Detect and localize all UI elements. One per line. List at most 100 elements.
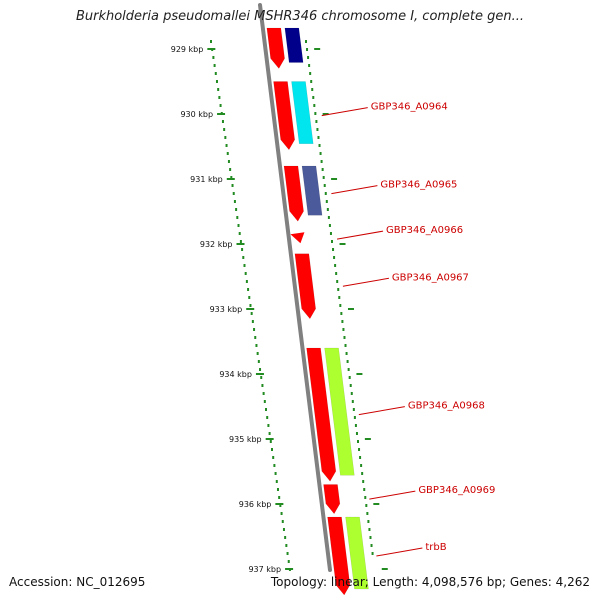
ruler-dot (350, 392, 353, 395)
kbp-label: 937 kbp (248, 565, 281, 574)
ruler-dot (346, 360, 349, 363)
ruler-dot (367, 520, 370, 523)
ruler-dot (309, 72, 312, 75)
ruler-dot (227, 160, 230, 163)
ruler-dot (251, 320, 254, 323)
ruler-dot (262, 392, 265, 395)
ruler-dot (353, 416, 356, 419)
gene-cds (306, 347, 337, 482)
ruler-dot (250, 312, 253, 315)
ruler-dot (320, 160, 323, 163)
kbp-label: 934 kbp (219, 370, 252, 379)
ruler-dot (256, 352, 259, 355)
ruler-dot (308, 64, 311, 67)
ruler-dot (261, 384, 264, 387)
ruler-dot (239, 240, 242, 243)
ruler-dot (306, 48, 309, 51)
kbp-label: 933 kbp (210, 305, 243, 314)
gene-cds (327, 516, 351, 596)
gene-label-leader (331, 185, 378, 195)
ruler-dot (360, 464, 363, 467)
ruler-dot (255, 344, 258, 347)
ruler-dot (326, 208, 329, 211)
gene-cds (294, 253, 316, 320)
gene-track (266, 27, 369, 596)
ruler-dot (310, 80, 313, 83)
ruler-dot (257, 360, 260, 363)
ruler-dot (319, 152, 322, 155)
ruler-dot (305, 40, 307, 43)
ruler-dot (364, 496, 367, 499)
ruler-dot (241, 248, 244, 251)
ruler-dot (355, 432, 358, 435)
gene-label: trbB (425, 542, 446, 553)
kbp-ruler: 929 kbp 930 kbp 931 kbp 932 kbp 933 kbp 934 k… (171, 45, 388, 574)
ruler-dot (354, 424, 357, 427)
ruler-dot (327, 216, 330, 219)
ruler-dot (337, 288, 340, 291)
gene-cds (266, 27, 285, 69)
ruler-dot (263, 400, 266, 403)
gene-cds (283, 165, 304, 222)
ruler-dot (282, 528, 285, 531)
ruler-dot (365, 504, 368, 507)
ruler-dot (344, 344, 347, 347)
ruler-dot (265, 408, 268, 411)
ruler-dot (321, 168, 324, 171)
ruler-dot (315, 120, 318, 123)
ruler-dot (359, 456, 362, 459)
ruler-dot (348, 376, 351, 379)
ruler-dot (325, 200, 328, 203)
ruler-dot (351, 400, 354, 403)
kbp-label: 932 kbp (200, 240, 233, 249)
ruler-dot (279, 504, 282, 507)
ruler-dot (260, 376, 263, 379)
ruler-dot (235, 208, 238, 211)
kbp-label: 930 kbp (180, 110, 213, 119)
ruler-dot (318, 144, 321, 147)
ruler-dot (368, 528, 371, 531)
ruler-dot (225, 144, 228, 147)
gene-cds (290, 232, 305, 244)
gene-label-leader (369, 490, 416, 500)
kbp-label: 929 kbp (171, 45, 204, 54)
ruler-dot (214, 72, 217, 75)
ruler-dot (335, 272, 338, 275)
ruler-dot (287, 560, 290, 563)
ruler-dot (342, 328, 345, 331)
ruler-dot (238, 232, 241, 235)
gene-feature (301, 165, 323, 216)
ruler-dot (317, 136, 320, 139)
ruler-dot (343, 336, 346, 339)
ruler-dot (363, 488, 366, 491)
ruler-dot (231, 184, 234, 187)
ruler-dot (244, 272, 247, 275)
ruler-dot (273, 464, 276, 467)
ruler-dot (275, 480, 278, 483)
ruler-dot (219, 104, 222, 107)
ruler-dot (237, 224, 240, 227)
ruler-dot (329, 232, 332, 235)
ruler-dot (324, 192, 327, 195)
ruler-dot (212, 56, 215, 59)
ruler-dot (213, 64, 216, 67)
ruler-dot (341, 320, 344, 323)
ruler-dot (230, 176, 233, 179)
ruler-dot (215, 80, 218, 83)
ruler-dotted-line-left (210, 40, 291, 571)
ruler-dotted-line-right (305, 40, 374, 555)
ruler-dot (286, 552, 289, 555)
ruler-dot (259, 368, 262, 371)
kbp-label: 931 kbp (190, 175, 223, 184)
ruler-dot (357, 440, 359, 443)
ruler-dot (336, 280, 339, 283)
ruler-dot (276, 488, 279, 491)
backbone-line (258, 3, 332, 572)
ruler-dot (358, 448, 361, 451)
ruler-dot (333, 256, 336, 259)
ruler-dot (349, 384, 352, 387)
ruler-dot (254, 336, 257, 339)
ruler-dot (281, 520, 284, 523)
ruler-dot (218, 96, 221, 99)
ruler-dot (323, 184, 326, 187)
